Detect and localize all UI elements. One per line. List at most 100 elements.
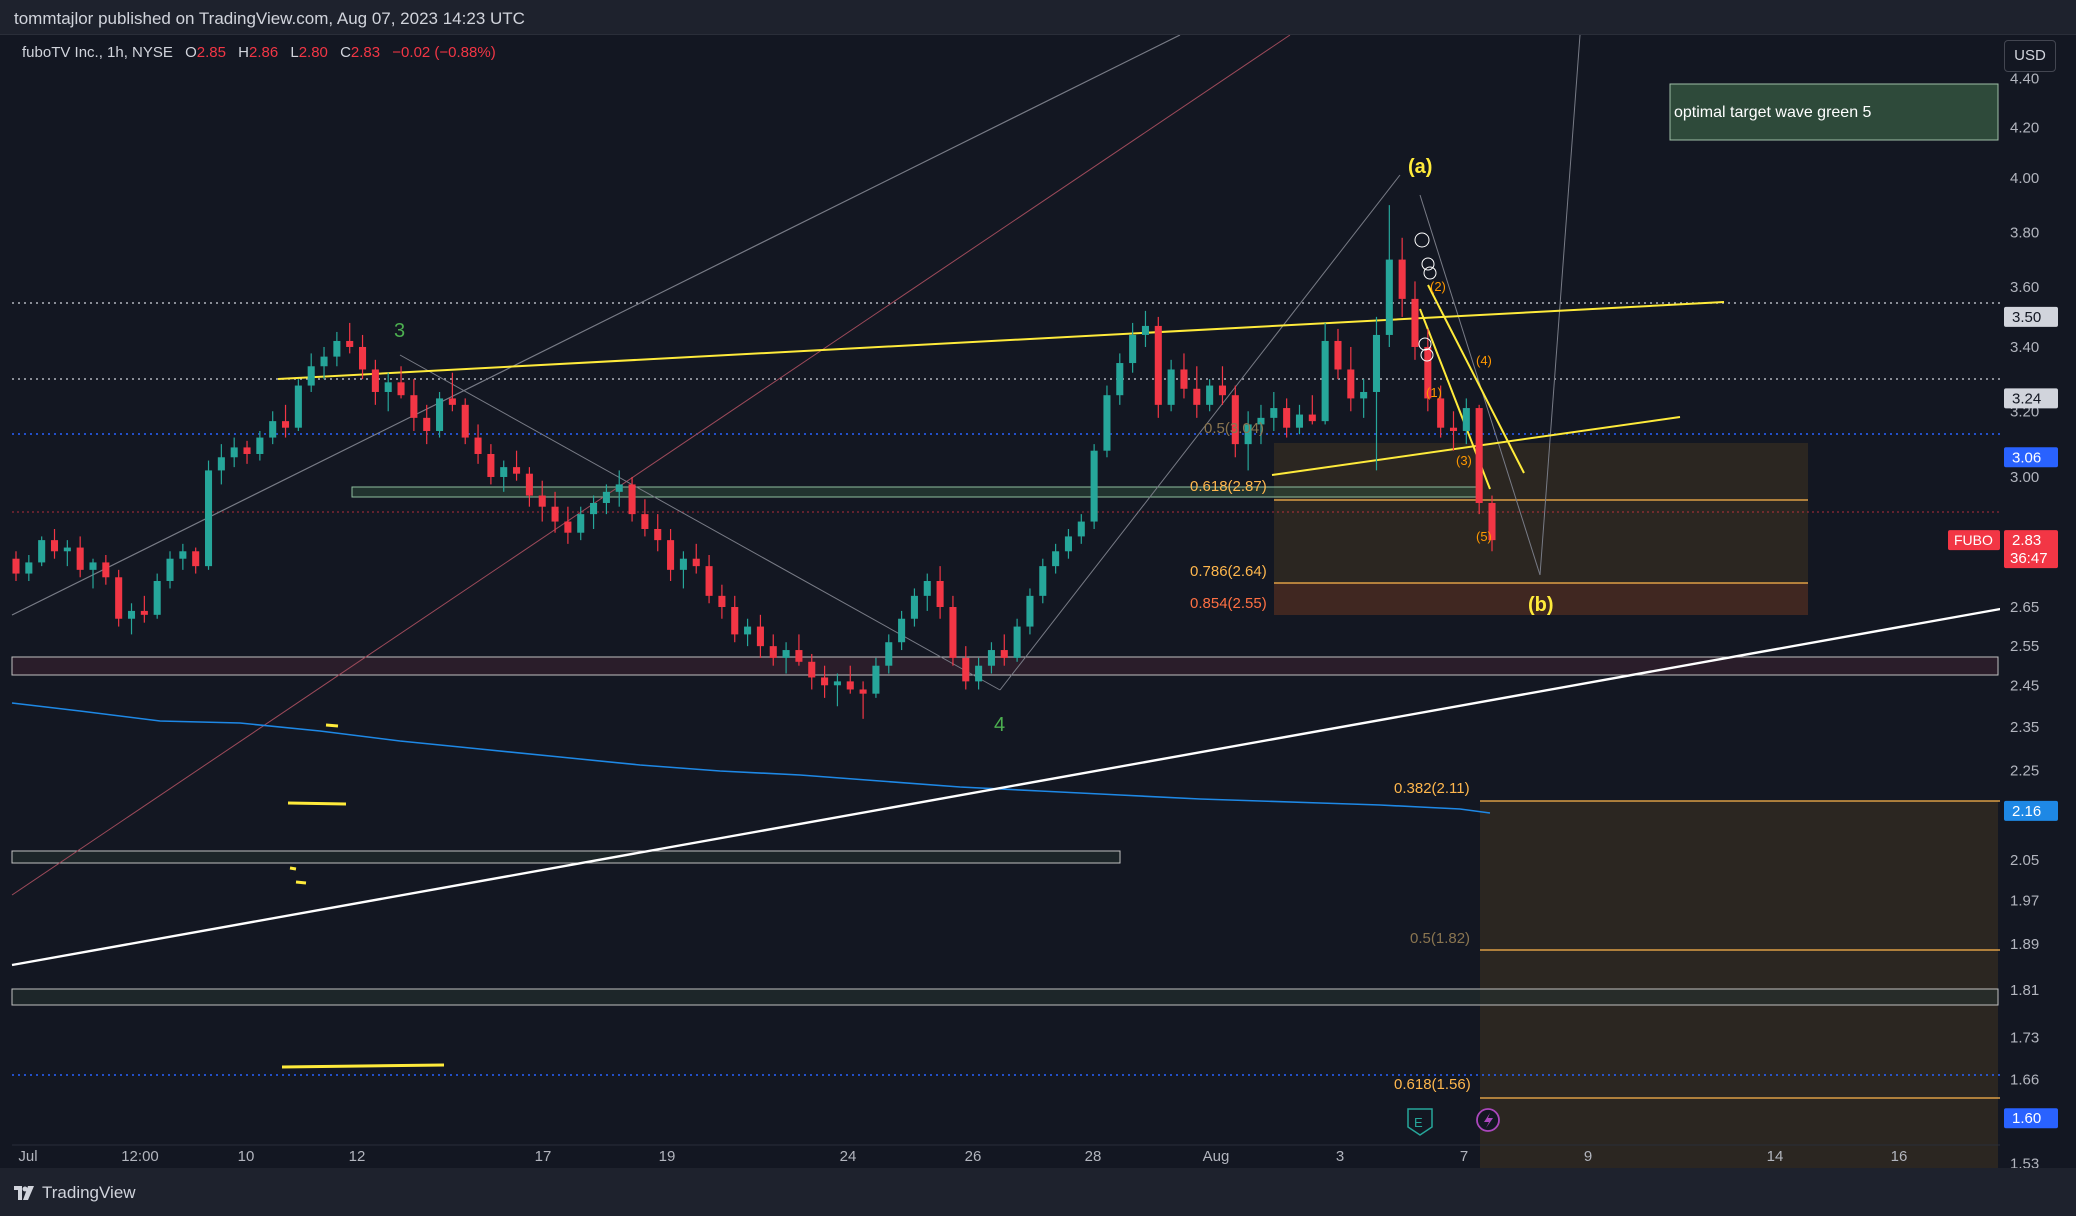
channel-line-1: [11, 34, 1181, 616]
candle-body: [859, 689, 867, 694]
fib-label-0-5: 0.5(3.04): [1204, 420, 1264, 437]
candle: [179, 543, 187, 570]
time-tick-label: 12: [349, 1148, 366, 1165]
candle: [397, 366, 405, 399]
candle-body: [1052, 551, 1060, 567]
candle-body: [731, 606, 739, 635]
candle: [628, 476, 636, 522]
candle-body: [1321, 340, 1329, 422]
candle-body: [371, 369, 379, 392]
candle-body: [320, 356, 328, 367]
candle-body: [628, 484, 636, 515]
price-tick-label: 2.05: [2010, 852, 2039, 869]
dividend-bolt-icon[interactable]: [1476, 1108, 1500, 1132]
candle: [1013, 618, 1021, 662]
candle-body: [667, 540, 675, 570]
circled-minor-labels: [1414, 232, 1437, 362]
wave-label-2: (2): [1430, 279, 1446, 294]
wave-label-3: 3: [394, 320, 405, 342]
candlestick-chart[interactable]: 0.5(3.04) 0.618(2.87) 0.786(2.64) 0.854(…: [0, 34, 2076, 1172]
candle: [1398, 237, 1406, 317]
candle-body: [140, 610, 148, 615]
candle: [115, 569, 123, 627]
candle: [153, 573, 161, 619]
candle-body: [384, 382, 392, 392]
candle-body: [846, 681, 854, 690]
candle: [564, 506, 572, 544]
candle: [63, 540, 71, 567]
candle: [1141, 310, 1149, 347]
candle-body: [718, 595, 726, 607]
candle: [615, 470, 623, 507]
candle: [282, 404, 290, 438]
price-tag[interactable]: 3.06: [2004, 447, 2058, 468]
time-tick-label: 17: [535, 1148, 552, 1165]
candle: [718, 584, 726, 619]
candle: [975, 657, 983, 690]
annotation-box[interactable]: [1669, 83, 1999, 141]
candle: [551, 491, 559, 533]
candle-body: [192, 551, 200, 567]
candle-body: [808, 661, 816, 678]
candle: [1475, 404, 1483, 515]
candle: [1000, 634, 1008, 666]
fib-label-0-618: 0.618(2.87): [1190, 478, 1267, 495]
symbol-info: fuboTV Inc., 1h, NYSE: [22, 44, 173, 61]
candle: [1206, 379, 1214, 412]
price-tick-label: 1.89: [2010, 936, 2039, 953]
high-value: 2.86: [248, 44, 279, 61]
earnings-icon[interactable]: E: [1407, 1108, 1433, 1136]
candle-body: [25, 562, 33, 574]
candle-body: [538, 495, 546, 507]
price-tag[interactable]: 3.50: [2004, 306, 2058, 327]
candle-body: [1000, 650, 1008, 658]
currency-button[interactable]: USD: [2004, 40, 2056, 72]
candle-body: [166, 558, 174, 581]
price-tick-label: 4.40: [2010, 71, 2039, 88]
candle-body: [898, 618, 906, 643]
candle-body: [1244, 424, 1252, 445]
candle: [525, 467, 533, 507]
candle-body: [1270, 408, 1278, 418]
price-tick-label: 3.80: [2010, 224, 2039, 241]
support-zone-4: [11, 988, 1999, 1006]
candle: [1424, 328, 1432, 412]
candle-body: [1360, 391, 1368, 399]
fib-zone-upper: [1274, 443, 1808, 615]
candle-body: [1308, 414, 1316, 422]
candle-body: [525, 473, 533, 496]
time-axis[interactable]: Jul 12:00 10 12 17 19 24 26 28 Aug 3 7 9 14 16: [12, 1144, 2000, 1165]
candle: [1295, 404, 1304, 435]
candle: [359, 334, 367, 380]
price-tag[interactable]: 1.60: [2004, 1108, 2058, 1129]
price-tick-label: 3.40: [2010, 339, 2039, 356]
price-tick-label: 1.81: [2010, 982, 2039, 999]
candle: [423, 404, 431, 445]
candle: [25, 554, 33, 581]
candle: [513, 450, 521, 481]
price-tag[interactable]: 3.24: [2004, 388, 2058, 409]
candle-body: [487, 453, 495, 477]
price-tick-label: 2.25: [2010, 763, 2039, 780]
candle: [679, 551, 687, 589]
candle: [230, 437, 238, 468]
price-tag[interactable]: 2.16: [2004, 800, 2058, 821]
price-axis[interactable]: 4.404.204.003.803.603.403.203.002.652.55…: [1948, 35, 2076, 1172]
candle: [1360, 379, 1368, 418]
candle: [885, 634, 893, 674]
time-tick-label: Jul: [18, 1148, 37, 1165]
bar-countdown: 36:47: [2010, 550, 2048, 567]
candle: [448, 372, 456, 412]
cyan-indicator-line: [11, 702, 1491, 814]
candle-body: [1231, 395, 1239, 445]
price-tick-label: 1.66: [2010, 1072, 2039, 1089]
publisher-bar: tommtajlor published on TradingView.com,…: [0, 0, 2076, 34]
tradingview-logo[interactable]: TradingView: [14, 1183, 136, 1203]
open-value: 2.85: [196, 44, 226, 61]
chart-area[interactable]: 0.5(3.04) 0.618(2.87) 0.786(2.64) 0.854(…: [0, 34, 2076, 1183]
candle-body: [1398, 259, 1406, 299]
support-zone-3: [11, 850, 1121, 864]
tradingview-logo-icon: [14, 1186, 34, 1200]
price-tick-label: 2.35: [2010, 719, 2039, 736]
